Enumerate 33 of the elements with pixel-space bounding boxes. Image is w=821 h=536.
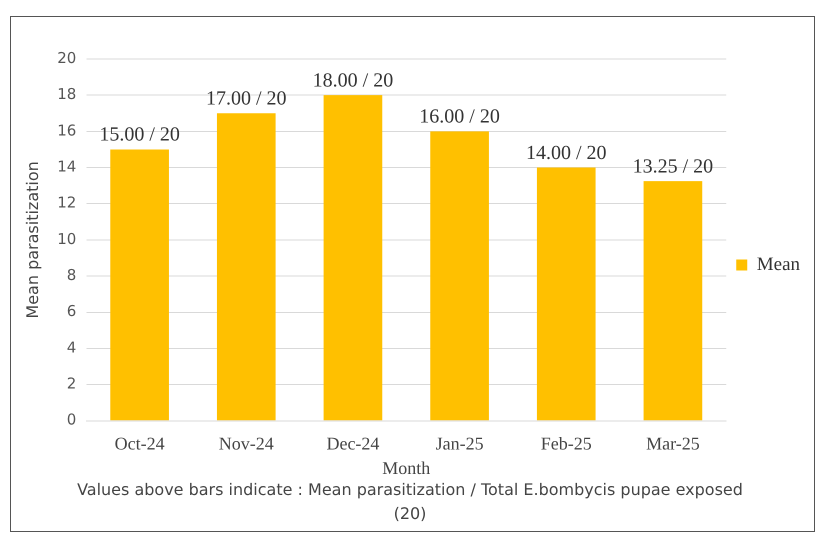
- bar: [216, 113, 276, 420]
- x-tick-label: Feb-25: [540, 433, 592, 454]
- y-tick-label: 18: [57, 85, 76, 104]
- x-tick-label: Jan-25: [436, 433, 484, 454]
- y-axis-title: Mean parasitization: [22, 161, 42, 319]
- x-axis-title: Month: [382, 458, 430, 478]
- x-tick-label: Mar-25: [646, 433, 700, 454]
- y-tick-label: 20: [57, 48, 76, 67]
- bar: [430, 131, 489, 420]
- x-tick-label: Dec-24: [326, 433, 380, 454]
- x-tick-label: Nov-24: [218, 433, 274, 454]
- text: 15.00 / 20: [99, 124, 180, 146]
- bar: [536, 168, 596, 420]
- text: Values above bars indicate : Mean parasitization / Total E.bombycis pupae exposed (20): [76, 479, 744, 525]
- bar: [644, 181, 702, 420]
- text: 17.00 / 20: [206, 88, 287, 110]
- y-tick-label: 10: [57, 230, 76, 248]
- x-tick-label: Oct-24: [114, 433, 165, 454]
- bar: [324, 95, 382, 420]
- y-tick-label: 4: [66, 338, 76, 356]
- y-tick-label: 12: [57, 194, 76, 212]
- y-tick-label: 8: [66, 266, 76, 284]
- y-tick-label: 2: [66, 374, 76, 393]
- text: 16.00 / 20: [419, 106, 500, 128]
- y-tick-label: 0: [66, 410, 76, 429]
- text: 18.00 / 20: [312, 69, 394, 92]
- y-tick-label: 16: [57, 121, 76, 140]
- bar: [110, 149, 169, 420]
- text: 14.00 / 20: [526, 142, 607, 164]
- legend-label: Mean: [756, 254, 800, 275]
- text: 13.25 / 20: [632, 155, 714, 178]
- y-tick-label: 14: [57, 157, 76, 176]
- y-tick-label: 6: [66, 302, 76, 320]
